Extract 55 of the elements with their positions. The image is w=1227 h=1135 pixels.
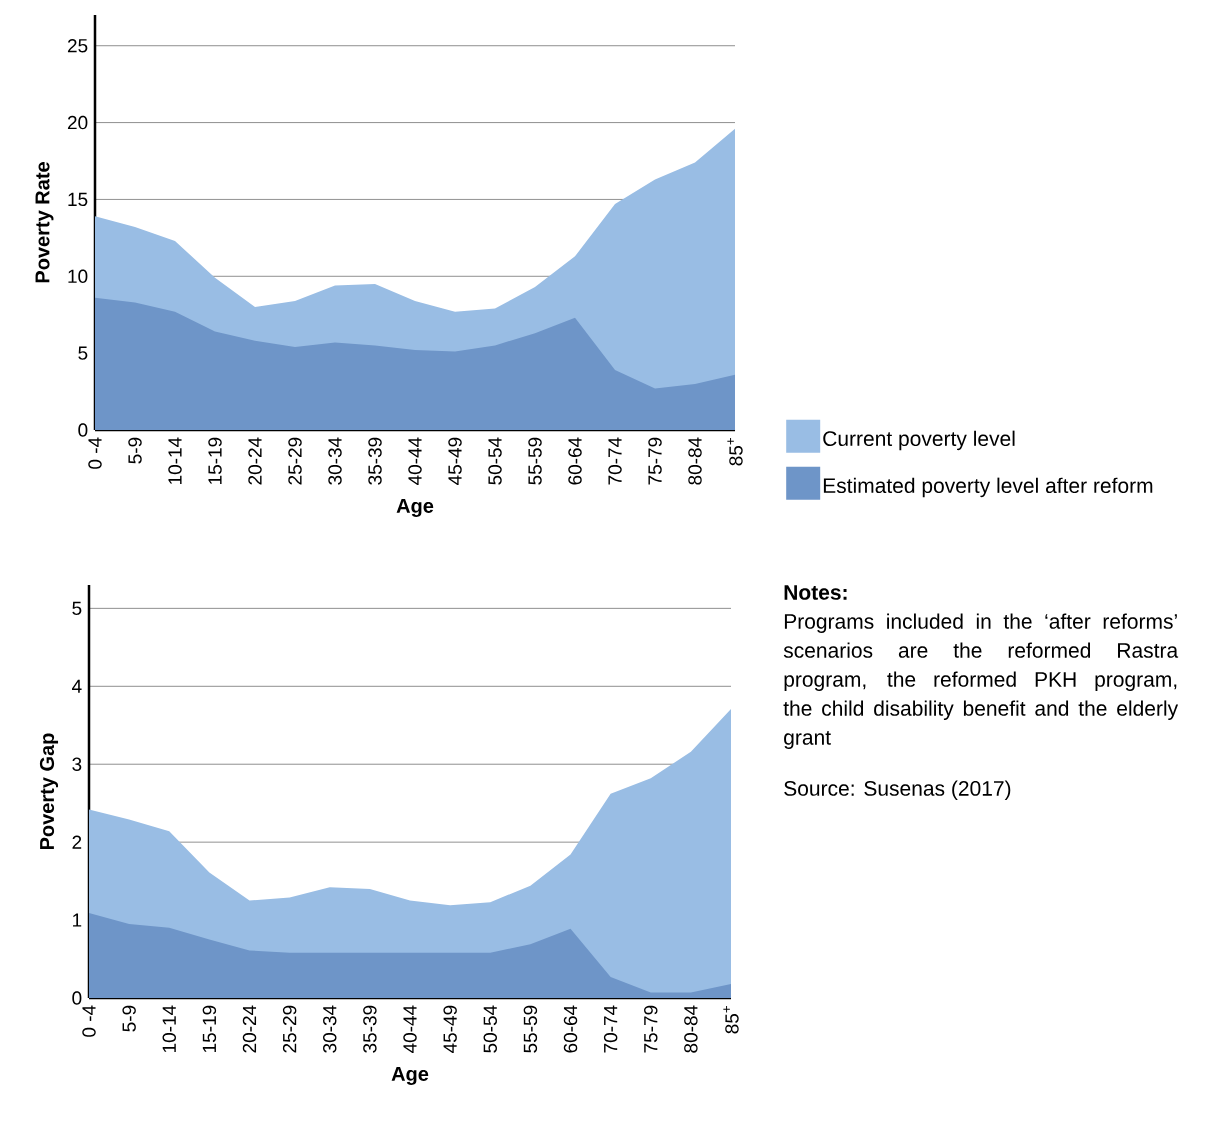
x-tick-label: 20-24 <box>242 1005 257 1053</box>
x-tick-label: 0 -4 <box>82 1005 96 1037</box>
x-tick-label: 35-39 <box>363 1005 377 1053</box>
x-tick-label: 70-74 <box>608 437 622 485</box>
x-tick-label: 75-79 <box>644 1005 658 1053</box>
x-tick-label: 10-14 <box>162 1005 176 1053</box>
x-tick-label: 15-19 <box>208 437 222 484</box>
y-tick-label: 1 <box>73 913 82 927</box>
x-axis-title: Age <box>396 498 434 517</box>
text: Notes: <box>784 585 847 600</box>
x-tick-label: 15-19 <box>202 1005 217 1053</box>
y-tick-label: 2 <box>72 835 82 849</box>
y-axis-title: Poverty Gap <box>39 733 59 850</box>
x-tick-label: 75-79 <box>648 437 662 485</box>
x-tick-label: 85$^{+}$ <box>723 1006 739 1034</box>
x-tick-label: 80-84 <box>684 1005 698 1053</box>
y-tick-label: 4 <box>72 679 82 693</box>
x-tick-label: 60-64 <box>568 437 582 485</box>
y-tick-label: 20 <box>67 115 88 130</box>
x-axis-title: Age <box>391 1066 429 1085</box>
x-tick-label: 60-64 <box>563 1005 578 1053</box>
x-tick-label: 55-59 <box>528 437 542 485</box>
y-tick-label: 25 <box>67 39 88 53</box>
source-note: Source: Susenas (2017) <box>784 780 1011 800</box>
x-tick-label: 40-44 <box>403 1005 417 1054</box>
x-tick-label: 80-84 <box>688 437 702 485</box>
y-tick-label: 15 <box>68 192 88 207</box>
x-tick-label: 45-49 <box>443 1005 457 1054</box>
x-tick-label: 5-9 <box>128 437 142 464</box>
x-tick-label: 10-14 <box>168 437 182 484</box>
x-tick-label: 25-29 <box>288 437 302 485</box>
x-tick-label: 85$^{+}$ <box>727 438 743 466</box>
x-tick-label: 40-44 <box>408 437 422 486</box>
x-tick-label: 45-49 <box>448 437 462 486</box>
y-tick-label: 0 <box>72 991 82 1005</box>
y-tick-label: 3 <box>72 757 82 771</box>
y-axis-title: Poverty Rate <box>35 162 54 283</box>
y-tick-label: 5 <box>72 601 82 615</box>
x-tick-label: 20-24 <box>248 437 262 485</box>
legend-label: Current poverty level <box>823 430 1015 451</box>
x-tick-label: 25-29 <box>282 1005 297 1053</box>
x-tick-label: 5-9 <box>122 1005 136 1032</box>
y-tick-label: 5 <box>78 346 88 360</box>
x-tick-label: 30-34 <box>328 437 342 485</box>
x-tick-label: 30-34 <box>323 1005 337 1053</box>
y-tick-label: 0 <box>78 423 88 437</box>
x-tick-label: 0 -4 <box>88 437 102 469</box>
legend-label: Estimated poverty level after reform <box>823 477 1153 498</box>
x-tick-label: 35-39 <box>368 437 382 485</box>
x-tick-label: 50-54 <box>483 1005 497 1053</box>
x-tick-label: 50-54 <box>488 437 502 485</box>
x-tick-label: 55-59 <box>523 1005 538 1053</box>
y-tick-label: 10 <box>68 269 88 284</box>
text: Programs included in the ‘after reforms’ scenarios are the reformed Rastra program, the reformed PKH program, the child disability benefit and the elderly grant <box>783 613 1179 749</box>
x-tick-label: 70-74 <box>603 1005 618 1053</box>
